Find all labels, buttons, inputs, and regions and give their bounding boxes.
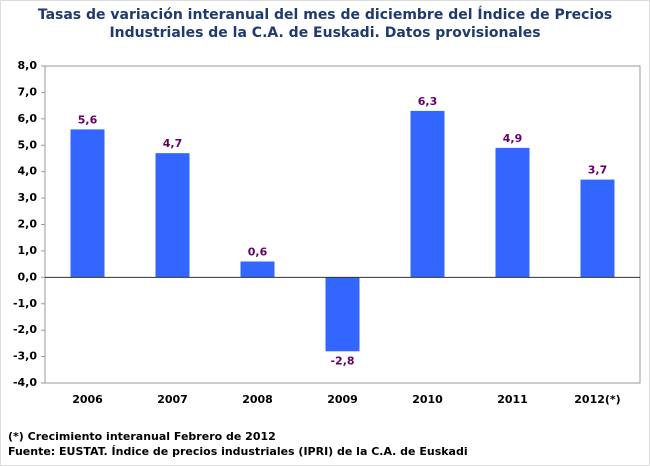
source: Fuente: EUSTAT. Índice de precios indust…: [8, 445, 468, 458]
bar: [155, 153, 190, 278]
value-label: -2,8: [330, 354, 354, 367]
x-tick-label: 2010: [412, 393, 443, 406]
value-label: 3,7: [588, 164, 608, 177]
x-tick-label: 2006: [72, 393, 103, 406]
bar: [240, 261, 275, 278]
bar: [70, 129, 105, 278]
y-tick-label: 1,0: [18, 244, 38, 257]
y-tick-label: -1,0: [13, 297, 37, 310]
bar: [410, 110, 445, 278]
value-label: 5,6: [78, 113, 98, 126]
y-tick-label: 4,0: [18, 165, 38, 178]
chart-title: Tasas de variación interanual del mes de…: [38, 6, 612, 23]
bar: [495, 147, 530, 278]
y-tick-label: 7,0: [18, 85, 38, 98]
bar: [580, 179, 615, 278]
y-tick-label: -3,0: [13, 350, 37, 363]
y-tick-label: 2,0: [18, 218, 38, 231]
x-tick-label: 2008: [242, 393, 273, 406]
y-tick-label: -4,0: [13, 376, 37, 389]
y-tick-label: 8,0: [18, 59, 38, 72]
bar: [325, 277, 360, 352]
x-tick-label: 2009: [327, 393, 358, 406]
y-tick-label: -2,0: [13, 323, 37, 336]
value-label: 6,3: [418, 95, 438, 108]
x-tick-label: 2011: [497, 393, 528, 406]
chart-title: Industriales de la C.A. de Euskadi. Dato…: [109, 25, 540, 41]
footnote: (*) Crecimiento interanual Febrero de 20…: [8, 430, 276, 443]
y-tick-label: 5,0: [18, 138, 38, 151]
x-tick-label: 2007: [157, 393, 188, 406]
x-tick-label: 2012(*): [574, 393, 620, 406]
y-tick-label: 3,0: [18, 191, 38, 204]
value-label: 4,9: [503, 132, 523, 145]
value-label: 0,6: [248, 245, 268, 258]
value-label: 4,7: [163, 137, 183, 150]
y-tick-label: 6,0: [18, 112, 38, 125]
y-tick-label: 0,0: [18, 270, 38, 283]
